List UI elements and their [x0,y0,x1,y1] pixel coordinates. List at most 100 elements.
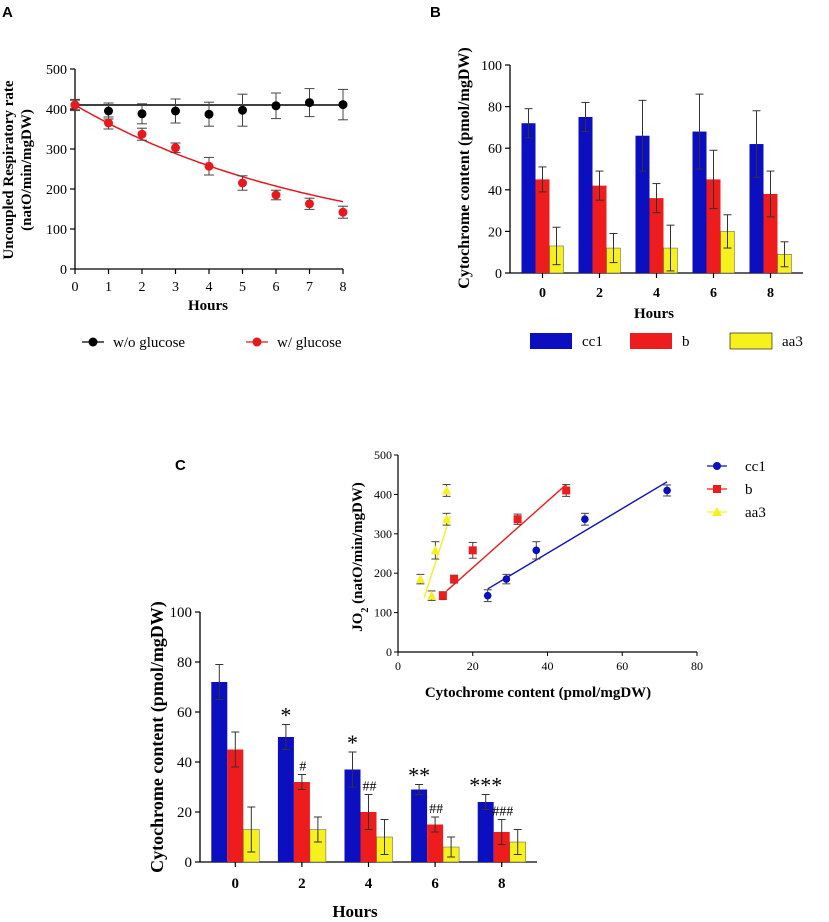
significance-mark: ### [492,805,513,820]
inset-xlabel: Cytochrome content (pmol/mgDW) [425,685,651,701]
y-tick-label: 80 [488,101,502,116]
significance-mark: ## [429,802,443,817]
inset-point-aa3 [442,514,452,524]
inset-ylabel: JO2 (natO/min/mgDW) [350,482,371,632]
bar-cc1-0h [521,123,536,274]
data-point [238,105,247,115]
significance-mark: *** [469,773,502,798]
bar-cc1-4h [344,769,361,862]
inset-ylabel-main: JO [350,613,366,632]
bar-b-6h [427,824,444,862]
x-tick-label: 6 [431,876,439,892]
x-tick-label: 3 [172,280,179,295]
y-tick-label: 100 [46,223,67,238]
legend-marker-wo-glucose [88,337,98,347]
panel-b-xlabel: Hours [634,306,674,322]
bar-b-8h [763,193,778,273]
y-tick-label: 20 [177,805,192,821]
y-tick-label: 0 [185,855,193,871]
bar-b-6h [706,179,721,273]
inset-x-tick-label: 60 [616,659,628,673]
x-tick-label: 1 [105,280,112,295]
significance-mark: ** [408,763,430,788]
y-tick-label: 500 [46,63,67,78]
data-point [338,100,348,110]
data-point [137,129,147,139]
bar-b-0h [227,749,244,862]
x-tick-label: 8 [340,280,347,295]
y-tick-label: 100 [170,605,193,621]
inset-y-tick-label: 100 [374,606,392,620]
inset-x-tick-label: 0 [395,659,401,673]
inset-ylabel-rest: (natO/min/mgDW) [350,482,366,607]
panel-b-data [521,93,792,274]
inset-point-cc1 [502,575,511,583]
bar-cc1-8h [749,144,764,273]
x-tick-label: 4 [653,286,660,301]
inset-legend: cc1 b aa3 [707,459,766,521]
bar-cc1-8h [477,802,494,862]
inset-x-tick-label: 80 [691,659,703,673]
x-tick-label: 4 [206,280,213,295]
panel-c-letter: C [175,457,186,474]
y-tick-label: 60 [177,705,192,721]
data-point [204,161,214,171]
x-tick-label: 0 [72,280,79,295]
x-tick-label: 8 [498,876,506,892]
inset-legend-label-cc1: cc1 [745,459,766,475]
inset-y-tick-label: 400 [374,487,392,501]
inset-x-tick-label: 20 [467,659,479,673]
bar-cc1-6h [411,789,428,862]
x-tick-label: 7 [306,280,313,295]
data-point [104,118,113,128]
inset-point-cc1 [532,546,541,555]
y-tick-label: 80 [177,655,192,671]
inset-background [352,455,688,700]
significance-mark: ## [363,780,377,795]
inset-point-cc1 [483,591,492,600]
data-point [338,207,348,217]
panel-b: B 0 20 40 60 80 100 0 2 4 6 8 Hours Cytochrome con… [430,4,803,350]
legend-label-b: b [682,334,690,350]
bar-cc1-0h [211,682,228,862]
bar-b-8h [493,832,510,862]
significance-mark: * [347,730,358,755]
data-point [238,178,247,188]
inset-fit-line-aa3 [423,515,451,598]
significance-mark: * [280,703,291,728]
x-tick-label: 4 [365,876,373,892]
y-tick-label: 0 [495,267,502,282]
inset-y-tick-label: 300 [374,527,392,541]
panel-a-data [70,88,348,219]
data-point [271,190,281,200]
bar-cc1-6h [692,131,707,273]
x-tick-label: 2 [139,280,146,295]
inset-legend-label-b: b [745,482,753,498]
inset-axes: 0 100 200 300 400 500 0 20 40 60 80 [374,448,703,673]
y-tick-label: 400 [46,103,67,118]
inset-legend-label-aa3: aa3 [745,505,766,521]
data-point [305,98,314,108]
bar-cc1-2h [578,117,593,273]
inset-point-aa3 [442,485,452,495]
inset-fit-line-cc1 [487,481,668,590]
y-tick-label: 20 [488,225,502,240]
panel-b-legend: cc1 b aa3 [530,332,803,350]
data-point [171,143,180,153]
panel-c-ylabel: Cytochrome content (pmol/mgDW) [147,601,168,873]
data-point [104,106,113,116]
x-tick-label: 6 [273,280,280,295]
inset-point-b [468,546,477,555]
legend-label-aa3: aa3 [782,334,803,350]
bar-cc1-4h [635,135,650,273]
inset-legend-marker-cc1 [713,462,721,470]
inset-point-aa3 [427,590,437,600]
data-point [271,101,281,111]
y-tick-label: 100 [481,59,502,74]
x-tick-label: 0 [539,286,546,301]
x-tick-label: 8 [767,286,774,301]
x-tick-label: 2 [596,286,603,301]
inset-point-b [513,515,522,524]
